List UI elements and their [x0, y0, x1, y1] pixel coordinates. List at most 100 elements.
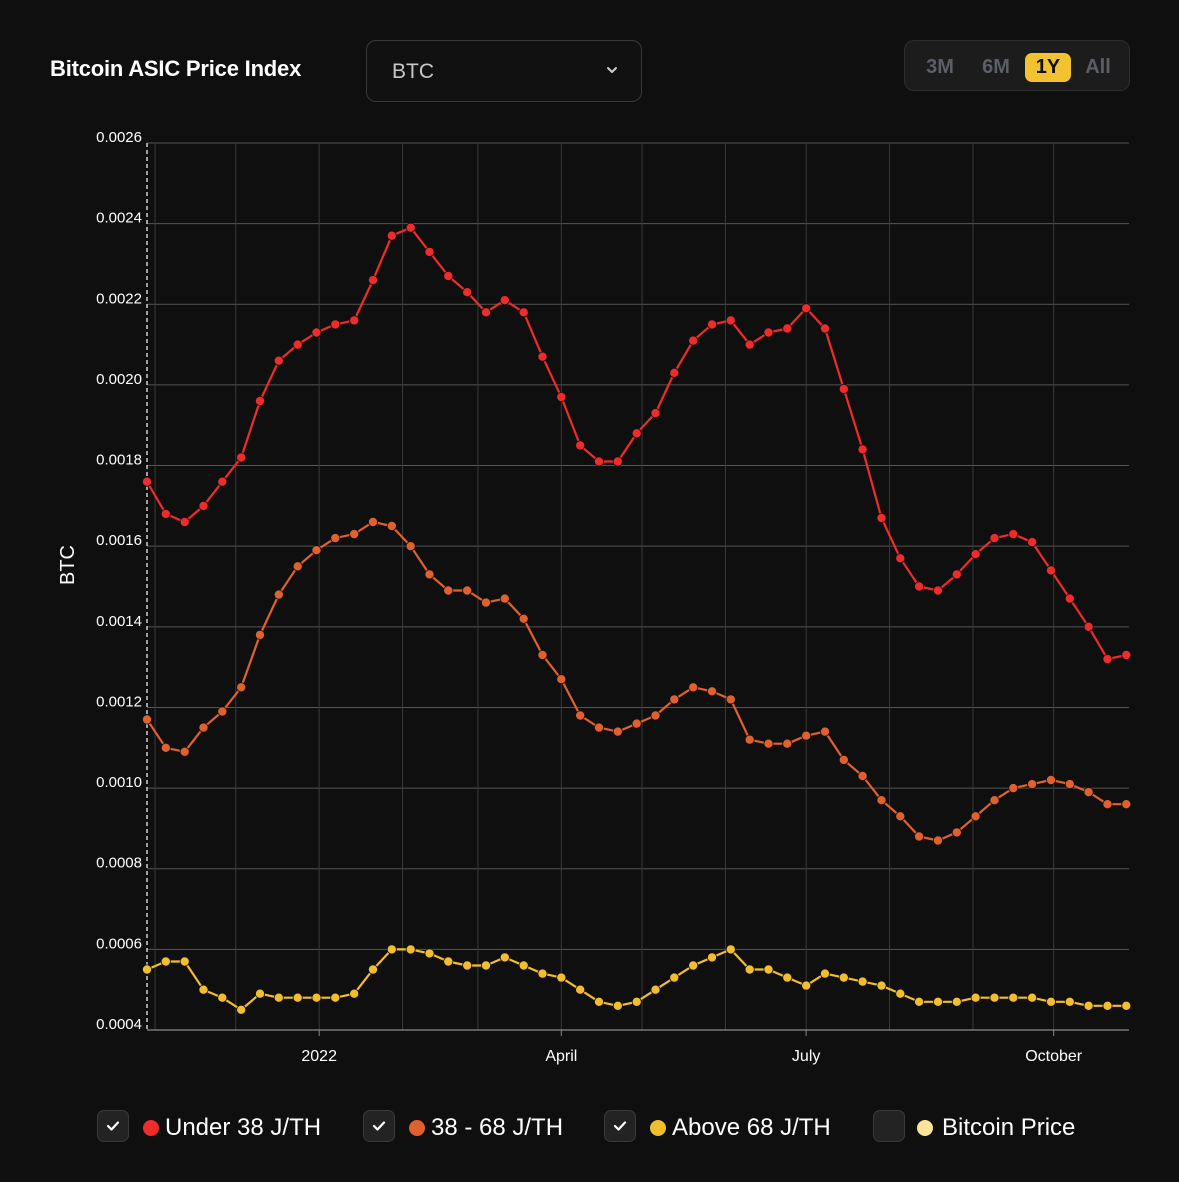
data-point[interactable] [631, 428, 642, 439]
data-point[interactable] [462, 585, 473, 596]
data-point[interactable] [782, 323, 793, 334]
data-point[interactable] [1027, 779, 1038, 790]
data-point[interactable] [707, 686, 718, 697]
data-point[interactable] [1064, 593, 1075, 604]
data-point[interactable] [160, 742, 171, 753]
data-point[interactable] [933, 835, 944, 846]
data-point[interactable] [367, 275, 378, 286]
data-point[interactable] [424, 569, 435, 580]
legend-checkbox[interactable] [97, 1110, 129, 1142]
data-point[interactable] [650, 408, 661, 419]
data-point[interactable] [782, 738, 793, 749]
data-point[interactable] [273, 992, 284, 1003]
data-point[interactable] [179, 956, 190, 967]
data-point[interactable] [537, 968, 548, 979]
data-point[interactable] [518, 307, 529, 318]
data-point[interactable] [311, 545, 322, 556]
data-point[interactable] [594, 996, 605, 1007]
data-point[interactable] [669, 972, 680, 983]
data-point[interactable] [273, 355, 284, 366]
data-point[interactable] [951, 996, 962, 1007]
data-point[interactable] [1046, 996, 1057, 1007]
data-point[interactable] [499, 952, 510, 963]
data-point[interactable] [914, 996, 925, 1007]
data-point[interactable] [462, 960, 473, 971]
data-point[interactable] [1046, 775, 1057, 786]
data-point[interactable] [367, 517, 378, 528]
data-point[interactable] [744, 339, 755, 350]
data-point[interactable] [1083, 787, 1094, 798]
data-point[interactable] [424, 948, 435, 959]
data-point[interactable] [1027, 992, 1038, 1003]
data-point[interactable] [518, 613, 529, 624]
data-point[interactable] [292, 992, 303, 1003]
data-point[interactable] [179, 517, 190, 528]
legend-bitcoin-price[interactable]: Bitcoin Price [873, 1110, 1093, 1144]
range-3m-button[interactable]: 3M [926, 56, 954, 78]
data-point[interactable] [838, 754, 849, 765]
data-point[interactable] [386, 944, 397, 955]
data-point[interactable] [857, 771, 868, 782]
data-point[interactable] [575, 984, 586, 995]
data-point[interactable] [443, 956, 454, 967]
data-point[interactable] [330, 319, 341, 330]
data-point[interactable] [1046, 565, 1057, 576]
data-point[interactable] [160, 956, 171, 967]
data-point[interactable] [349, 529, 360, 540]
data-point[interactable] [876, 795, 887, 806]
legend-checkbox[interactable] [873, 1110, 905, 1142]
data-point[interactable] [254, 629, 265, 640]
data-point[interactable] [556, 972, 567, 983]
legend-38-68[interactable]: 38 - 68 J/TH [363, 1110, 578, 1144]
data-point[interactable] [1008, 783, 1019, 794]
data-point[interactable] [480, 960, 491, 971]
data-point[interactable] [405, 222, 416, 233]
data-point[interactable] [537, 351, 548, 362]
data-point[interactable] [217, 476, 228, 487]
data-point[interactable] [179, 746, 190, 757]
data-point[interactable] [820, 726, 831, 737]
data-point[interactable] [556, 391, 567, 402]
data-point[interactable] [330, 533, 341, 544]
data-point[interactable] [424, 246, 435, 257]
data-point[interactable] [1121, 650, 1132, 661]
data-point[interactable] [631, 718, 642, 729]
data-point[interactable] [1102, 799, 1113, 810]
data-point[interactable] [820, 323, 831, 334]
data-point[interactable] [914, 831, 925, 842]
data-point[interactable] [480, 307, 491, 318]
data-point[interactable] [292, 339, 303, 350]
data-point[interactable] [217, 706, 228, 717]
data-point[interactable] [744, 964, 755, 975]
data-point[interactable] [631, 996, 642, 1007]
data-point[interactable] [273, 589, 284, 600]
data-point[interactable] [820, 968, 831, 979]
data-point[interactable] [499, 593, 510, 604]
range-1y-button[interactable]: 1Y [1025, 53, 1071, 82]
data-point[interactable] [349, 315, 360, 326]
data-point[interactable] [669, 694, 680, 705]
data-point[interactable] [725, 944, 736, 955]
data-point[interactable] [405, 541, 416, 552]
data-point[interactable] [1121, 799, 1132, 810]
data-point[interactable] [989, 992, 1000, 1003]
data-point[interactable] [141, 964, 152, 975]
data-point[interactable] [141, 714, 152, 725]
data-point[interactable] [254, 988, 265, 999]
data-point[interactable] [537, 650, 548, 661]
legend-checkbox[interactable] [363, 1110, 395, 1142]
data-point[interactable] [1064, 779, 1075, 790]
data-point[interactable] [141, 476, 152, 487]
data-point[interactable] [1083, 621, 1094, 632]
data-point[interactable] [763, 964, 774, 975]
data-point[interactable] [970, 549, 981, 560]
data-point[interactable] [1027, 537, 1038, 548]
data-point[interactable] [330, 992, 341, 1003]
data-point[interactable] [725, 694, 736, 705]
data-point[interactable] [688, 960, 699, 971]
currency-select[interactable]: BTC [366, 40, 642, 102]
data-point[interactable] [311, 327, 322, 338]
data-point[interactable] [801, 303, 812, 314]
data-point[interactable] [556, 674, 567, 685]
data-point[interactable] [349, 988, 360, 999]
